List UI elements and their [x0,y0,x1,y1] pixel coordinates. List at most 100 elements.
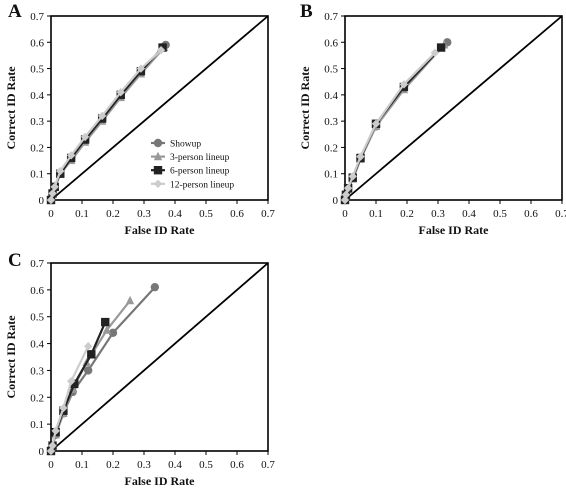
x-axis-title: False ID Rate [419,223,490,237]
x-tick-label: 0.3 [137,208,151,220]
data-point [101,317,110,327]
series-12-person-lineup [46,45,166,205]
y-tick-label: 0.3 [30,365,44,377]
x-tick-label: 0.7 [555,208,566,220]
x-tick-label: 0.5 [493,208,507,220]
legend-label: 3-person lineup [170,153,230,163]
series-6-person-lineup [46,317,110,456]
x-tick-label: 0.4 [168,459,182,471]
x-tick-label: 0 [48,208,54,220]
legend-marker [153,179,163,188]
y-tick-label: 0 [39,195,45,207]
x-tick-label: 0.7 [261,459,275,471]
y-axis-title: Correct ID Rate [4,66,18,150]
x-tick-label: 0.1 [75,208,89,220]
y-tick-label: 0.2 [30,392,44,404]
data-point [343,183,353,193]
y-tick-label: 0.2 [324,142,338,154]
series-12-person-lineup [340,48,440,205]
data-point [48,441,57,450]
data-point [66,151,76,160]
chance-diagonal-line [344,15,563,201]
plot-frame [344,15,563,201]
series-showup [46,282,160,456]
legend-marker [153,151,163,161]
series-line [49,299,131,452]
x-tick-label: 0.4 [462,208,476,220]
series-line [343,41,449,201]
series-line [49,49,162,201]
y-tick-label: 0.1 [30,419,44,431]
data-point [116,88,125,97]
chance-diagonal-line [50,262,269,452]
data-point [340,195,350,205]
data-point [371,119,381,128]
x-tick-label: 0 [48,459,54,471]
data-point [48,189,57,198]
series-6-person-lineup [340,43,446,205]
series-showup [46,40,170,205]
data-point [97,111,107,121]
series-line [49,44,167,201]
x-tick-label: 0 [342,208,348,220]
y-tick-label: 0.7 [30,258,44,270]
legend: Showup 3-person lineup 6-person lineup 12-p… [151,138,234,190]
series-line [343,52,436,201]
y-tick-label: 0.5 [324,64,338,76]
y-tick-label: 0.1 [30,169,44,181]
data-point [136,64,146,73]
y-tick-label: 0 [333,195,339,207]
x-tick-label: 0.2 [106,459,120,471]
y-tick-label: 0.3 [30,116,44,128]
plot-frame [50,262,269,452]
y-tick-label: 0.6 [324,37,338,49]
y-axis-title: Correct ID Rate [298,66,312,150]
x-tick-label: 0.3 [137,459,151,471]
x-tick-label: 0.6 [230,459,244,471]
data-point [59,403,68,413]
y-tick-label: 0 [39,446,45,458]
chart-panel-b: B 0 0.1 0.2 0.3 0.4 0.5 0.6 0.7 0 0.1 0.2 0.3 0.4 0.5 0… [298,1,566,237]
y-tick-label: 0.1 [324,169,338,181]
data-point [70,379,79,389]
data-point [46,195,56,205]
chart-panel-a: A 0 0.1 0.2 0.3 0.4 0.5 0.6 0.7 0 0.1 0.2 0.3 0.4 0.5 0… [4,1,275,237]
series-line [343,44,446,201]
y-tick-label: 0.5 [30,312,44,324]
data-point [102,325,111,334]
data-point [430,48,440,57]
x-tick-label: 0.6 [230,208,244,220]
panel-label: A [8,1,22,22]
y-tick-label: 0.4 [30,339,44,351]
x-tick-label: 0.5 [199,208,213,220]
chart-panel-c: C 0 0.1 0.2 0.3 0.4 0.5 0.6 0.7 0 0.1 0.2 0.3 0.4 0.5 0… [4,250,275,488]
data-point [348,172,357,181]
plot-frame [50,15,269,201]
panel-label: C [8,250,22,271]
series-line [49,286,156,452]
x-tick-label: 0.7 [261,208,275,220]
series-showup [340,38,452,205]
y-tick-label: 0.6 [30,285,44,297]
y-tick-label: 0.4 [30,90,44,102]
series-line [49,46,166,201]
data-point [399,80,409,89]
series-line [343,46,442,201]
y-tick-label: 0.4 [324,90,338,102]
x-tick-label: 0.5 [199,459,213,471]
data-point [51,426,60,436]
x-tick-label: 0.1 [75,459,89,471]
y-tick-label: 0.7 [30,11,44,23]
panel-label: B [300,1,313,22]
data-point [66,376,76,386]
y-tick-label: 0.2 [30,142,44,154]
legend-label: 12-person lineup [170,180,234,190]
x-tick-label: 0.1 [369,208,383,220]
data-point [356,152,365,161]
y-tick-label: 0.7 [324,11,338,23]
data-point [80,132,90,142]
data-point [56,166,65,176]
series-line [49,46,164,201]
chance-diagonal-line [50,15,269,201]
y-tick-label: 0.6 [30,37,44,49]
